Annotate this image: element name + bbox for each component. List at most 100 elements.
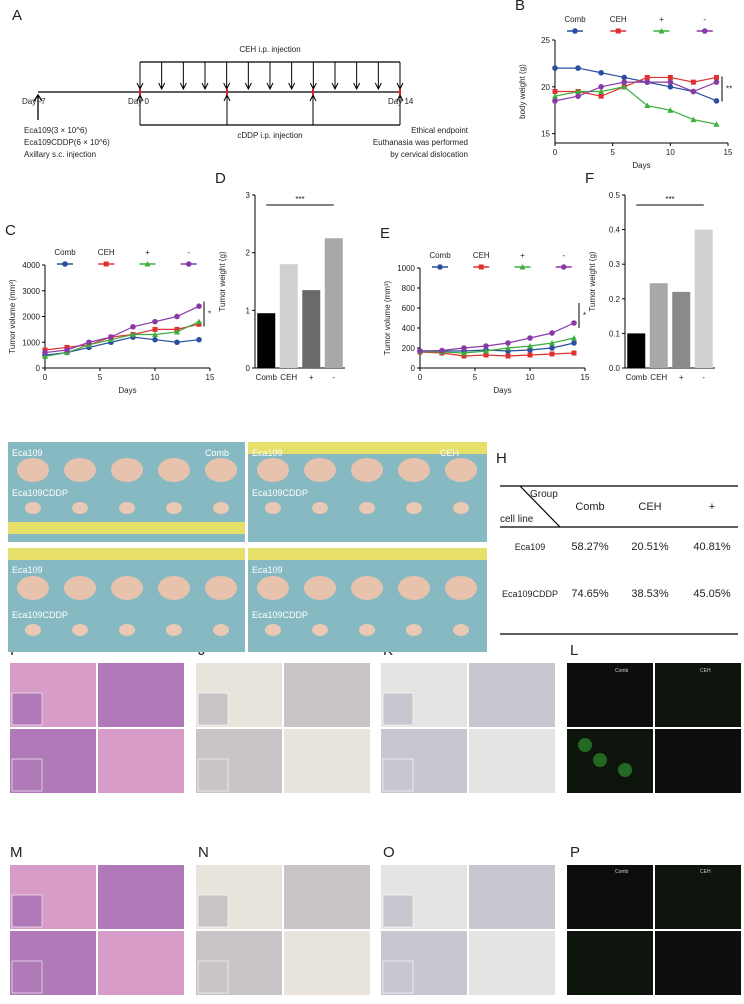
- legend-label: Comb: [564, 15, 586, 24]
- tumor: [213, 624, 229, 636]
- y-tick-label: 0: [246, 364, 251, 373]
- micrograph: [567, 729, 653, 793]
- marker: [461, 345, 467, 351]
- marker: [527, 343, 533, 349]
- inset: [197, 758, 229, 792]
- series-line: [419, 337, 575, 354]
- table-corner: Group: [530, 489, 558, 500]
- fluor-cell: [618, 763, 632, 777]
- micrograph: [567, 865, 653, 929]
- marker: [575, 88, 582, 94]
- inset: [382, 894, 414, 928]
- x-tick-label: 10: [666, 148, 675, 157]
- legend-marker: [144, 261, 151, 267]
- arrow: [223, 62, 231, 91]
- tumor: [158, 458, 190, 482]
- marker: [598, 88, 605, 94]
- tumor: [351, 458, 383, 482]
- schematic-text: Day -7: [22, 97, 46, 106]
- photo-label: Comb: [205, 448, 229, 458]
- marker: [196, 303, 202, 310]
- tumor: [158, 576, 190, 600]
- annotation: ***: [665, 195, 674, 204]
- tumor: [312, 624, 328, 636]
- bar: [672, 291, 691, 368]
- x-tick-label: +: [679, 373, 684, 382]
- bar: [257, 313, 276, 368]
- marker: [549, 345, 555, 351]
- legend-label: +: [520, 251, 525, 260]
- legend-label: CEH: [473, 251, 490, 260]
- panel-label: C: [5, 222, 16, 239]
- fluor-cell: [593, 753, 607, 767]
- panel-label: A: [12, 7, 22, 24]
- tumor: [257, 458, 289, 482]
- y-tick-label: 25: [541, 36, 550, 45]
- micrograph: [98, 729, 184, 793]
- micrograph: [98, 865, 184, 929]
- y-tick-label: 0.2: [609, 295, 621, 304]
- marker: [713, 121, 720, 127]
- arrow: [201, 62, 209, 91]
- table-cell: 45.05%: [693, 588, 731, 600]
- x-tick-label: -: [702, 373, 705, 382]
- marker: [552, 98, 558, 104]
- arrow: [396, 62, 404, 91]
- bar: [302, 290, 321, 368]
- marker: [667, 84, 674, 90]
- micrograph: [98, 931, 184, 995]
- micrograph: [284, 931, 370, 995]
- marker: [505, 345, 511, 351]
- panel-label: P: [570, 844, 580, 861]
- arrow: [158, 62, 166, 91]
- marker: [571, 335, 577, 341]
- legend-label: +: [145, 248, 150, 257]
- tumor: [398, 576, 430, 600]
- y-tick-label: 4000: [22, 261, 40, 270]
- schematic-text: Eca109CDDP(6 × 10^6): [24, 138, 110, 147]
- photo-label: Eca109: [252, 565, 283, 575]
- tumor: [119, 502, 135, 514]
- panel-label: B: [515, 0, 525, 14]
- marker: [483, 348, 489, 354]
- x-tick-label: 5: [610, 148, 615, 157]
- tumor: [17, 576, 49, 600]
- tumor: [257, 576, 289, 600]
- inset: [11, 758, 43, 792]
- marker: [575, 65, 581, 71]
- tumor: [312, 502, 328, 514]
- marker: [483, 343, 489, 349]
- tumor: [265, 502, 281, 514]
- marker: [571, 340, 577, 346]
- y-axis-label: Tumor weight (g): [218, 251, 227, 312]
- x-tick-label: Comb: [626, 373, 648, 382]
- y-axis-label: Tumor volume (mm³): [383, 280, 392, 355]
- tumor: [453, 624, 469, 636]
- marker: [505, 340, 511, 346]
- series-line: [419, 322, 575, 352]
- legend-marker: [519, 264, 526, 270]
- tumor: [166, 624, 182, 636]
- bar: [279, 264, 298, 368]
- x-tick-label: -: [332, 373, 335, 382]
- tumor: [213, 502, 229, 514]
- legend-label: -: [562, 251, 565, 260]
- marker: [174, 313, 180, 320]
- micrograph: [655, 865, 741, 929]
- arrow: [136, 62, 144, 91]
- inset: [11, 960, 43, 994]
- inset: [197, 960, 229, 994]
- micrograph: [98, 663, 184, 727]
- tumor: [166, 502, 182, 514]
- marker: [64, 347, 70, 353]
- arrow: [309, 62, 317, 91]
- y-tick-label: 20: [541, 83, 550, 92]
- marker: [690, 88, 697, 95]
- micrographs: [10, 663, 741, 995]
- micrograph: [567, 931, 653, 995]
- marker: [549, 351, 555, 357]
- y-tick-label: 1000: [22, 338, 40, 347]
- micrograph: [567, 663, 653, 727]
- marker: [130, 331, 136, 338]
